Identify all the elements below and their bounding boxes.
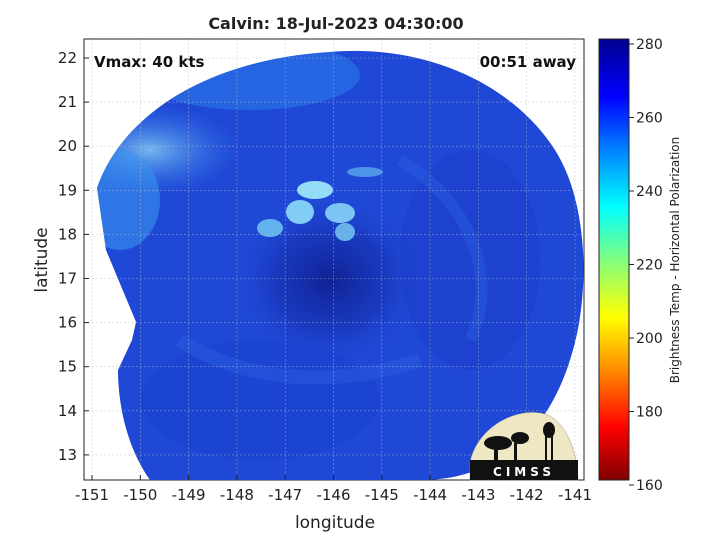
y-axis-label: latitude	[32, 227, 52, 292]
x-tick-label: -149	[172, 486, 206, 504]
x-tick-label: -145	[365, 486, 399, 504]
y-tick-label: 16	[58, 314, 77, 332]
y-tick-label: 14	[58, 402, 77, 420]
colorbar-tick-label: 260	[636, 111, 663, 127]
colorbar-tick-label: 220	[636, 258, 663, 274]
y-tick-label: 19	[58, 181, 77, 199]
y-tick-label: 17	[58, 270, 77, 288]
x-tick-label: -147	[268, 486, 302, 504]
y-tick-label: 21	[58, 93, 77, 111]
colorbar-ticks: 280 260 240 220 200 180 160	[629, 37, 663, 494]
x-tick-label: -144	[413, 486, 447, 504]
x-tick-label: -143	[461, 486, 495, 504]
x-axis-label: longitude	[295, 513, 375, 533]
colorbar-tick-label: 240	[636, 184, 663, 200]
colorbar-tick-label: 280	[636, 37, 663, 53]
time-away-annotation: 00:51 away	[480, 53, 577, 71]
x-tick-label: -150	[123, 486, 157, 504]
map-title: Calvin: 18-Jul-2023 04:30:00	[208, 14, 464, 33]
y-tick-label: 20	[58, 137, 77, 155]
colorbar-tick-label: 180	[636, 405, 663, 421]
x-tick-label: -151	[75, 486, 109, 504]
y-tick-label: 15	[58, 358, 77, 376]
x-tick-label: -141	[558, 486, 592, 504]
cimss-logo: CIMSS	[469, 412, 579, 481]
y-tick-label: 13	[58, 446, 77, 464]
x-tick-label: -148	[220, 486, 254, 504]
x-tick-label: -142	[510, 486, 544, 504]
colorbar	[598, 38, 630, 481]
y-axis: 22 21 20 19 18 17 16 15 14 13	[58, 49, 89, 464]
colorbar-tick-label: 200	[636, 331, 663, 347]
vmax-annotation: Vmax: 40 kts	[94, 53, 204, 71]
x-axis: -151 -150 -149 -148 -147 -146 -145 -144 -143 -142…	[75, 475, 592, 504]
logo-text: CIMSS	[493, 465, 555, 479]
colorbar-label: Brightness Temp - Horizontal Polarizatio…	[668, 137, 682, 384]
y-tick-label: 22	[58, 49, 77, 67]
x-tick-label: -146	[316, 486, 350, 504]
colorbar-tick-label: 160	[636, 478, 663, 494]
y-tick-label: 18	[58, 225, 77, 243]
